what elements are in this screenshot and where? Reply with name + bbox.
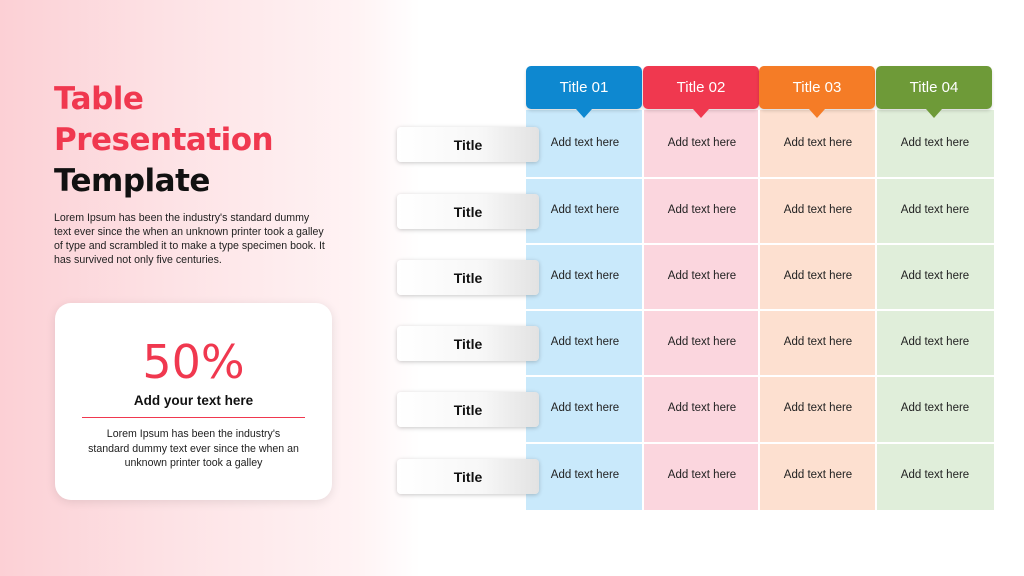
table-cell: Add text here [900, 204, 970, 216]
table-cell: Add text here [900, 270, 970, 282]
table-cell: Add text here [783, 402, 853, 414]
table-cell: Add text here [550, 469, 620, 481]
row-divider [526, 375, 996, 377]
column-header-label: Title 04 [909, 79, 959, 96]
heading-line-3: Template [54, 163, 210, 199]
row-label: Title [397, 194, 539, 229]
row-divider [526, 309, 996, 311]
heading-line-2: Presentation [54, 122, 274, 158]
stat-divider [82, 417, 305, 418]
table-cell: Add text here [900, 402, 970, 414]
header-pointer [693, 109, 709, 118]
row-label: Title [397, 459, 539, 494]
table-cell: Add text here [550, 402, 620, 414]
header-pointer [576, 109, 592, 118]
stat-card: 50% Add your text here Lorem Ipsum has b… [55, 303, 332, 500]
table-cell: Add text here [550, 204, 620, 216]
table-cell: Add text here [900, 137, 970, 149]
table-cell: Add text here [783, 336, 853, 348]
table-cell: Add text here [667, 204, 737, 216]
table-cell: Add text here [667, 270, 737, 282]
header-pointer [926, 109, 942, 118]
column-divider [758, 110, 760, 510]
stat-value: 50% [142, 335, 245, 389]
row-divider [526, 177, 996, 179]
column-divider [875, 110, 877, 510]
table-cell: Add text here [900, 336, 970, 348]
intro-paragraph: Lorem Ipsum has been the industry's stan… [54, 212, 325, 266]
row-divider [526, 442, 996, 444]
row-divider [526, 243, 996, 245]
table-cell: Add text here [783, 137, 853, 149]
column-header: Title 03 [759, 66, 875, 118]
column-header-label: Title 03 [792, 79, 842, 96]
stat-description: Lorem Ipsum has been the industry's stan… [88, 428, 299, 469]
heading-line-1: Table [54, 81, 144, 117]
header-pointer [809, 109, 825, 118]
column-divider [642, 110, 644, 510]
column-header-label: Title 01 [559, 79, 609, 96]
table-cell: Add text here [783, 270, 853, 282]
table-cell: Add text here [550, 336, 620, 348]
column-header-label: Title 02 [676, 79, 726, 96]
table-cell: Add text here [783, 204, 853, 216]
table-cell: Add text here [550, 137, 620, 149]
row-label: Title [397, 326, 539, 361]
row-label: Title [397, 127, 539, 162]
table-cell: Add text here [550, 270, 620, 282]
table-cell: Add text here [900, 469, 970, 481]
table-cell: Add text here [667, 469, 737, 481]
column-header: Title 01 [526, 66, 642, 118]
row-label: Title [397, 392, 539, 427]
table-cell: Add text here [667, 336, 737, 348]
column-header: Title 02 [643, 66, 759, 118]
row-label: Title [397, 260, 539, 295]
table-cell: Add text here [783, 469, 853, 481]
column-header: Title 04 [876, 66, 992, 118]
table-cell: Add text here [667, 137, 737, 149]
stat-caption: Add your text here [133, 393, 254, 408]
table-cell: Add text here [667, 402, 737, 414]
